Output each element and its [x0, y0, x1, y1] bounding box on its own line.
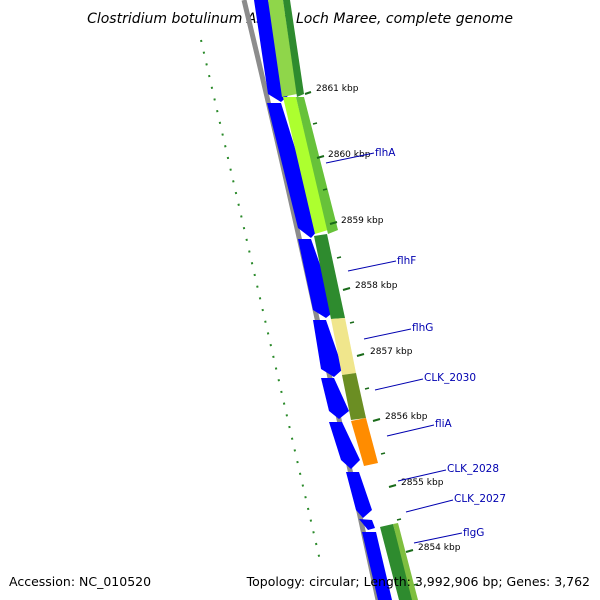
cds-forward — [296, 97, 338, 234]
tick-line — [388, 484, 397, 488]
tick-line — [413, 583, 419, 586]
gene-leader — [325, 152, 375, 164]
tick-label: 2858 kbp — [355, 281, 398, 291]
tick-line — [396, 518, 402, 521]
gene-label-flha[interactable]: flhA — [375, 147, 396, 159]
tick-label: 2859 kbp — [341, 216, 384, 226]
tick-label: 2857 kbp — [370, 347, 413, 357]
cds-reverse — [346, 472, 372, 518]
cds-reverse — [313, 320, 343, 377]
tick-line — [322, 188, 328, 191]
tick-line — [336, 256, 342, 259]
tick-line — [349, 321, 355, 324]
cds-forward — [380, 524, 414, 600]
cds-forward — [331, 318, 356, 375]
tick-line — [372, 418, 381, 422]
gene-label-clk-2027[interactable]: CLK_2027 — [454, 493, 506, 505]
cds-forward — [351, 418, 378, 466]
cds-reverse — [267, 103, 320, 238]
tick-line — [364, 387, 370, 390]
gene-label-flgg[interactable]: flgG — [463, 527, 484, 539]
forward-strand-track — [268, 0, 418, 600]
cds-forward — [314, 234, 345, 319]
tick-label: 2856 kbp — [385, 412, 428, 422]
cds-forward — [393, 523, 418, 600]
cds-reverse — [329, 422, 360, 469]
tick-line — [356, 353, 365, 357]
cds-reverse — [362, 532, 392, 600]
gene-leader — [363, 328, 412, 340]
gene-leader — [413, 532, 463, 544]
cds-reverse — [321, 378, 349, 419]
genome-summary-text: Topology: circular; Length: 3,992,906 bp… — [246, 574, 590, 589]
accession-text: Accession: NC_010520 — [9, 574, 151, 589]
tick-marks — [304, 91, 419, 586]
gene-labels: flhA flhF flhG CLK_2030 fliA CLK_2028 CL… — [375, 147, 506, 539]
tick-line — [312, 122, 318, 125]
tick-line — [304, 91, 312, 95]
gene-leaders — [325, 152, 463, 544]
tick-line — [316, 155, 325, 159]
map-title: Clostridium botulinum A3 str. Loch Maree… — [87, 11, 513, 27]
tick-label: 2855 kbp — [401, 478, 444, 488]
reverse-strand-track — [254, 0, 392, 600]
gene-label-clk-2028[interactable]: CLK_2028 — [447, 463, 499, 475]
gene-label-clk-2030[interactable]: CLK_2030 — [424, 372, 476, 384]
cds-forward — [283, 0, 304, 97]
tick-line — [380, 452, 386, 455]
cds-reverse — [359, 519, 375, 530]
tick-label: 2860 kbp — [328, 150, 371, 160]
tick-line — [342, 287, 351, 291]
gene-leader — [405, 499, 454, 513]
tick-label: 2854 kbp — [418, 543, 461, 553]
gene-leader — [397, 469, 447, 482]
cds-forward — [268, 0, 297, 97]
cds-forward — [342, 373, 366, 420]
cds-forward — [283, 97, 328, 234]
tick-labels: 2861 kbp 2860 kbp 2859 kbp 2858 kbp 2857… — [316, 84, 461, 553]
gene-leader — [374, 378, 424, 391]
gene-label-flhf[interactable]: flhF — [397, 255, 416, 267]
gene-label-flhg[interactable]: flhG — [412, 322, 433, 334]
gene-leader — [386, 424, 435, 437]
cds-reverse — [298, 239, 336, 318]
tick-line — [405, 549, 414, 553]
tick-line — [329, 221, 338, 225]
tick-label: 2861 kbp — [316, 84, 359, 94]
gene-leader — [347, 260, 397, 272]
gene-label-flia[interactable]: fliA — [435, 418, 453, 430]
